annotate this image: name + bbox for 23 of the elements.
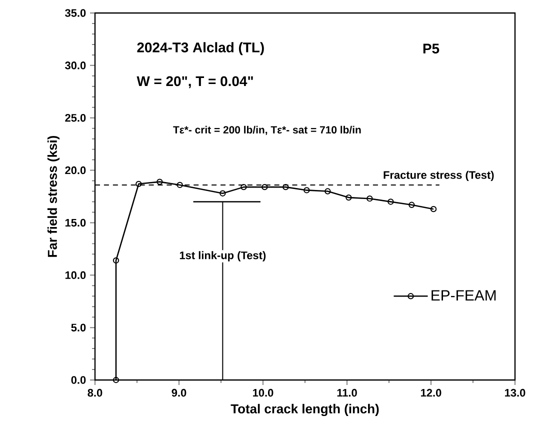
y-tick-label: 35.0 [65,9,86,17]
x-tick-label: 13.0 [505,388,526,397]
annotation: W = 20", T = 0.04" [136,76,253,88]
ref-line-label: Fracture stress (Test) [384,170,494,182]
y-tick-label: 0.0 [71,376,86,384]
x-axis-title: Total crack length (inch) [230,404,379,416]
y-axis-title: Far field stress (ksi) [47,136,60,257]
y-tick-label: 25.0 [65,114,86,122]
x-tick-label: 12.0 [421,388,442,397]
y-tick-label: 5.0 [71,324,86,332]
y-tick-label: 10.0 [65,271,86,280]
y-tick-label: 20.0 [65,166,86,174]
annotation: Tε*- crit = 200 lb/in, Tε*- sat = 710 lb/in [173,126,361,136]
x-tick-label: 10.0 [253,388,274,397]
annotation: P5 [423,44,440,54]
x-tick-label: 11.0 [337,388,357,397]
x-tick-label: 9.0 [172,388,186,397]
y-tick-label: 15.0 [65,218,86,227]
x-tick-label: 8.0 [88,388,102,397]
y-tick-label: 30.0 [65,62,86,70]
annotation: 2024-T3 Alclad (TL) [137,42,264,56]
legend-label: EP-FEAM [432,290,496,301]
ref-line-label: 1st link-up (Test) [180,251,266,262]
